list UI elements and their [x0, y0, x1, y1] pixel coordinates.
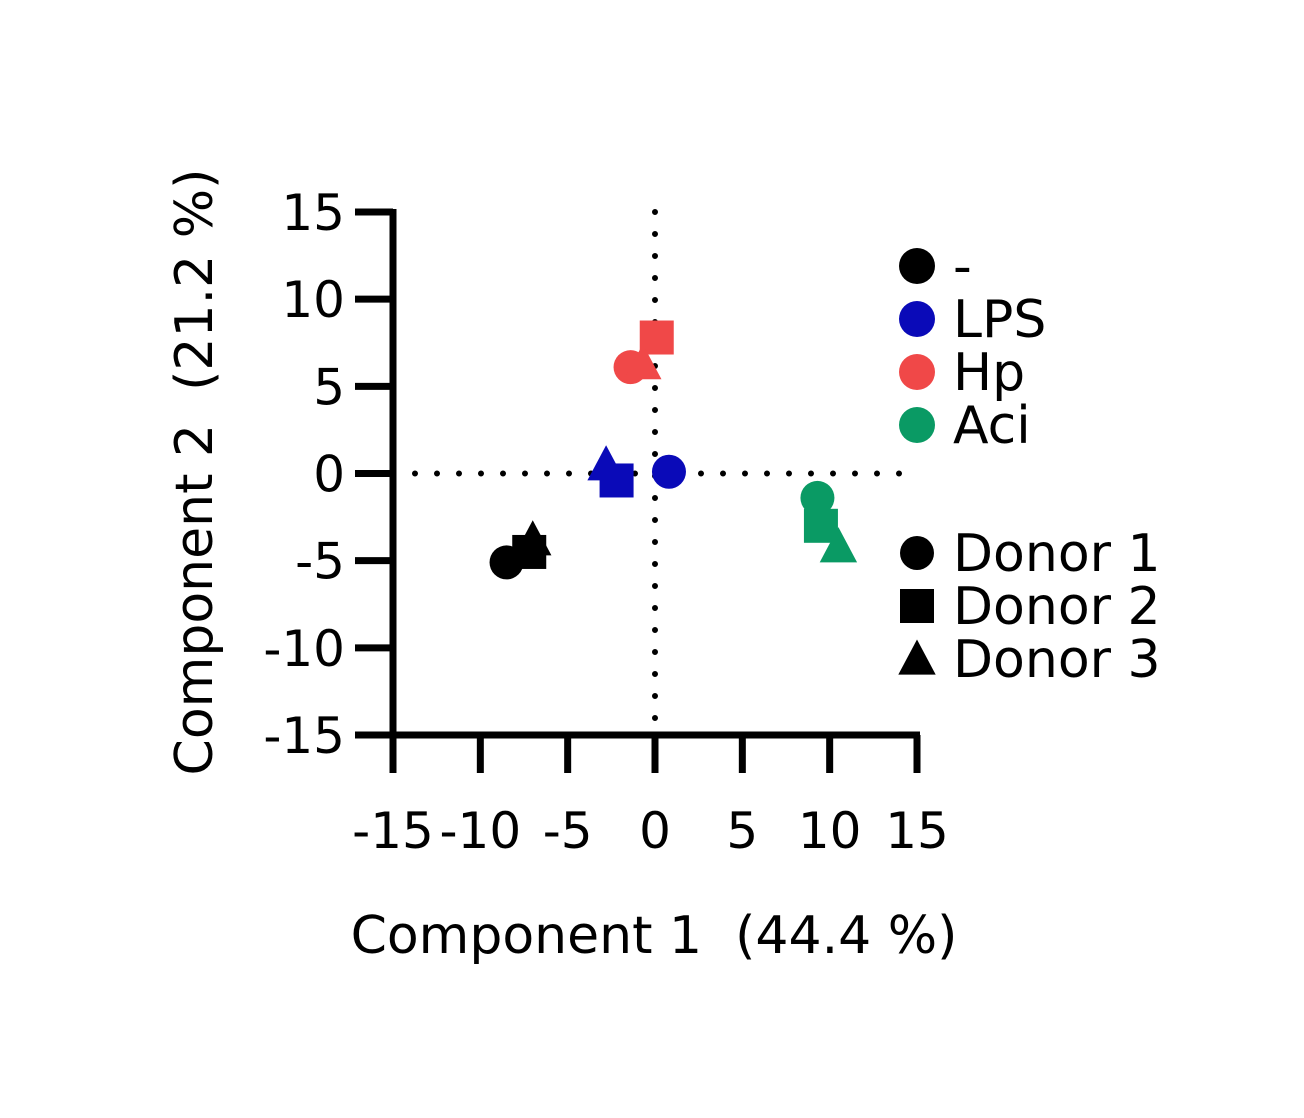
legend-marker-donor-2 [900, 589, 934, 623]
x-tick-label: 10 [798, 802, 862, 860]
point-lps-donor-3 [587, 445, 625, 481]
point-aci-donor-3 [819, 527, 858, 563]
y-axis-title: Component 2 (21.2 %) [165, 169, 225, 776]
x-tick-label: -5 [543, 802, 593, 860]
y-tick-label: 5 [313, 358, 345, 416]
legend-label-donor-1: Donor 1 [953, 524, 1161, 584]
legend-label-aci: Aci [953, 396, 1031, 456]
y-tick-label: -15 [263, 707, 345, 765]
x-axis-title: Component 1 (44.4 %) [351, 906, 958, 966]
point-lps-donor-1 [651, 454, 686, 489]
x-tick-label: -15 [352, 802, 434, 860]
y-tick-label: 10 [281, 271, 345, 329]
point-hp-donor-2 [639, 320, 674, 355]
legend-marker-aci [899, 407, 935, 443]
legend-label-lps: LPS [953, 290, 1046, 350]
legend-label-untreated: - [953, 237, 972, 297]
y-axis-ticks: 15 10 5 0 -5 -10 -15 [263, 184, 393, 765]
x-tick-label: 15 [885, 802, 949, 860]
legend-label-donor-3: Donor 3 [953, 630, 1161, 690]
data-points [489, 320, 858, 580]
y-tick-label: 0 [313, 446, 345, 504]
y-tick-label: -10 [263, 620, 345, 678]
legend-label-hp: Hp [953, 343, 1025, 403]
legend-marker-hp [899, 354, 935, 390]
y-tick-label: 15 [281, 184, 345, 242]
legend-marker-donor-1 [900, 536, 934, 570]
x-tick-label: -10 [439, 802, 521, 860]
x-axis-ticks: -15 -10 -5 0 5 10 15 [352, 735, 949, 860]
point-hp-donor-3 [624, 344, 662, 380]
point-untreated-donor-3 [514, 520, 552, 556]
legend-marker-untreated [899, 248, 935, 284]
legend-marker-lps [899, 301, 935, 337]
point-aci-donor-1 [800, 480, 835, 515]
y-tick-label: -5 [295, 533, 345, 591]
legend-label-donor-2: Donor 2 [953, 577, 1161, 637]
legend-marker-donor-3 [898, 639, 936, 675]
x-tick-label: 0 [639, 802, 671, 860]
point-aci-donor-2 [803, 508, 838, 543]
x-tick-label: 5 [726, 802, 758, 860]
